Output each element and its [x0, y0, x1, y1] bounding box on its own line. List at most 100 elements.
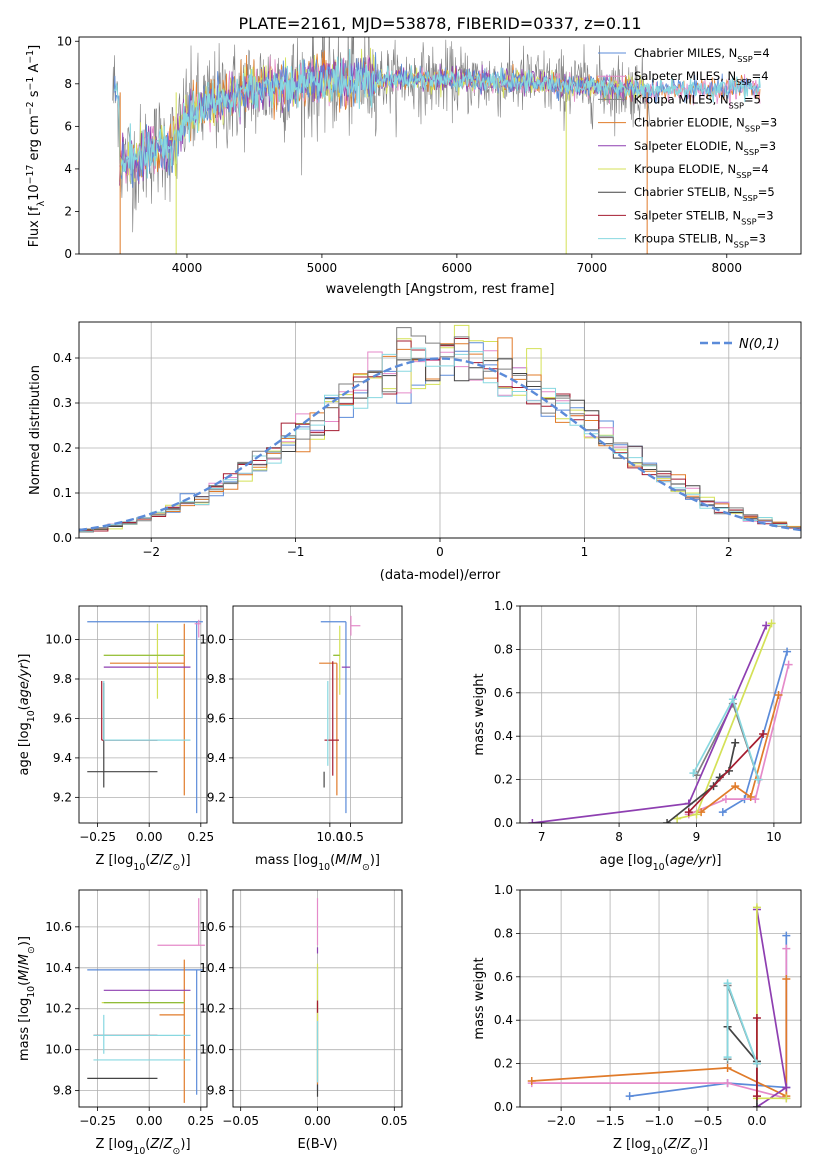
- weight-marker: [731, 782, 740, 791]
- y-tick-label: 0.2: [494, 773, 513, 787]
- axes-frame: [232, 605, 403, 824]
- x-axis-label: Z [log10(Z/Z⊙)]: [95, 1137, 190, 1157]
- x-tick-label: −2.0: [547, 1114, 576, 1128]
- x-axis-label: mass [log10(M/M⊙)]: [255, 853, 380, 873]
- x-axis-label: Z [log10(Z/Z⊙)]: [613, 1137, 708, 1157]
- weight-marker: [774, 690, 783, 699]
- y-tick-label: 9.6: [53, 711, 72, 725]
- x-tick-label: −0.25: [79, 830, 116, 844]
- legend-entry: Kroupa STELIB, NSSP=3: [634, 232, 766, 250]
- y-tick-label: 0: [64, 247, 72, 261]
- weight-marker: [752, 1014, 761, 1023]
- x-tick-label: −0.05: [222, 1114, 259, 1128]
- y-tick-label: 0.4: [53, 351, 72, 365]
- legend-entry: N(0,1): [739, 337, 780, 352]
- age-vs-metallicity-panel: −0.25 0.00 0.25 9.2 9.4 9.6 9.8 10.0 Z [log10(Z/…: [17, 605, 214, 873]
- weight-lines: [528, 619, 793, 823]
- y-tick-label: 0.0: [494, 1100, 513, 1114]
- y-axis-label: Normed distribution: [28, 365, 43, 495]
- y-tick-label: 10.2: [45, 1002, 72, 1016]
- x-tick-label: 0.00: [304, 1114, 331, 1128]
- weight-marker: [723, 1053, 732, 1062]
- y-axis-label: age [log10(age/yr)]: [17, 653, 37, 775]
- legend-entry: Chabrier ELODIE, NSSP=3: [634, 116, 777, 134]
- weight-marker: [527, 1076, 536, 1085]
- weight-marker: [752, 1103, 761, 1107]
- x-tick-label: −0.25: [79, 1114, 116, 1128]
- y-tick-label: 10.0: [45, 1043, 72, 1057]
- legend-entry: Salpeter STELIB, NSSP=3: [634, 208, 774, 226]
- weight-marker: [528, 819, 537, 823]
- legend-entry: Kroupa MILES, NSSP=5: [634, 92, 761, 110]
- x-tick-label: 2: [725, 545, 733, 559]
- x-tick-label: 1: [581, 545, 589, 559]
- x-tick-label: 0.0: [747, 1114, 766, 1128]
- axes-frame: [519, 605, 802, 824]
- x-tick-label: 0.25: [187, 830, 214, 844]
- y-tick-label: 0.2: [494, 1057, 513, 1071]
- axes-frame: [78, 605, 208, 824]
- x-axis-label: E(B-V): [297, 1137, 337, 1152]
- weight-marker: [783, 647, 792, 656]
- weight-marker: [767, 619, 776, 628]
- weight-marker: [782, 974, 791, 983]
- y-tick-label: 0.4: [494, 1013, 513, 1027]
- x-tick-label: −1.5: [596, 1114, 625, 1128]
- x-tick-label: 4000: [172, 261, 203, 275]
- model-spectrum-line: [113, 52, 761, 188]
- model-spectrum-line: [113, 48, 761, 179]
- y-tick-label: 10.4: [45, 961, 72, 975]
- x-axis-label: wavelength [Angstrom, rest frame]: [326, 282, 555, 297]
- weight-marker: [782, 1094, 791, 1103]
- weight-marker: [752, 1059, 761, 1068]
- x-tick-label: 8000: [712, 261, 743, 275]
- legend-entry: Salpeter ELODIE, NSSP=3: [634, 139, 776, 157]
- weight-marker: [746, 792, 755, 801]
- residual-histogram-panel: −2 −1 0 1 2 0.0 0.1 0.2 0.3 0.4 (data-model)/error…: [28, 321, 802, 583]
- mass-vs-metallicity-panel: −0.25 0.00 0.25 9.8 10.0 10.2 10.4 10.6 Z [log10…: [17, 889, 214, 1157]
- y-tick-label: 9.2: [53, 790, 72, 804]
- weight-series-line: [688, 733, 764, 813]
- y-tick-label: 2: [64, 204, 72, 218]
- weight-marker: [728, 695, 737, 704]
- y-tick-label: 10.0: [199, 1043, 226, 1057]
- weight-marker: [684, 808, 693, 817]
- weight-marker: [723, 979, 732, 988]
- weight-marker: [692, 810, 701, 819]
- x-axis-label: Z [log10(Z/Z⊙)]: [95, 853, 190, 873]
- y-tick-label: 9.8: [207, 672, 226, 686]
- y-tick-label: 9.4: [207, 751, 226, 765]
- legend-entry: Kroupa ELODIE, NSSP=4: [634, 162, 769, 180]
- figure-title: PLATE=2161, MJD=53878, FIBERID=0337, z=0…: [238, 14, 641, 33]
- x-tick-label: 8: [615, 830, 623, 844]
- mass-vs-ebv-panel: −0.05 0.00 0.05 9.8 10.0 10.2 10.4 10.6 E(B-V): [199, 889, 408, 1152]
- axes-frame: [78, 36, 802, 255]
- y-tick-label: 9.8: [53, 1084, 72, 1098]
- weight-lines: [527, 903, 791, 1107]
- histogram-step-line: [79, 347, 801, 533]
- y-tick-label: 0.6: [494, 686, 513, 700]
- y-axis-label: mass weight: [472, 957, 487, 1039]
- y-tick-label: 0.3: [53, 396, 72, 410]
- y-tick-label: 10.0: [199, 633, 226, 647]
- weight-marker: [625, 1092, 634, 1101]
- weight-marker: [752, 1092, 761, 1101]
- axes-frame: [232, 889, 403, 1108]
- y-tick-label: 0.0: [53, 531, 72, 545]
- axes-frame: [519, 889, 802, 1108]
- x-tick-label: 0.25: [187, 1114, 214, 1128]
- weight-marker: [782, 931, 791, 940]
- axes-frame: [78, 321, 802, 539]
- y-tick-label: 1.0: [494, 599, 513, 613]
- y-tick-label: 0.6: [494, 970, 513, 984]
- weight-marker: [718, 808, 727, 817]
- error-bars: [87, 619, 203, 814]
- x-tick-label: 0: [436, 545, 444, 559]
- legend-entry: Chabrier MILES, NSSP=4: [634, 46, 770, 64]
- y-tick-label: 10.2: [199, 1002, 226, 1016]
- x-tick-label: −2: [142, 545, 160, 559]
- y-tick-label: 10: [57, 34, 72, 48]
- y-tick-label: 0.4: [494, 729, 513, 743]
- x-tick-label: 0.00: [136, 1114, 163, 1128]
